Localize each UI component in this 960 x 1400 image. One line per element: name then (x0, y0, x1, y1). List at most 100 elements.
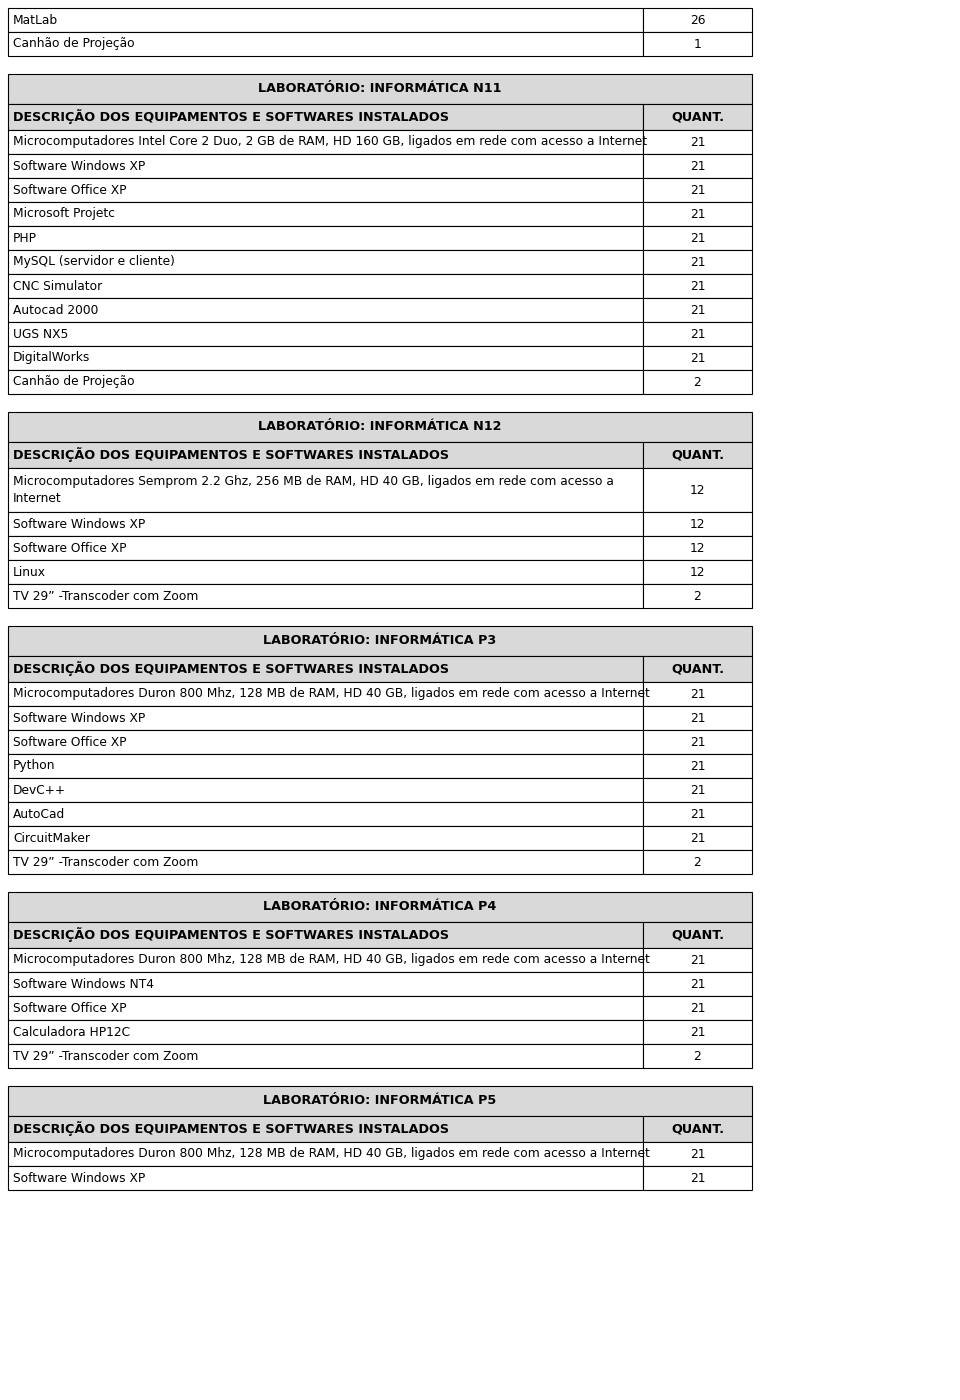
Text: 21: 21 (689, 351, 706, 364)
Text: 21: 21 (689, 759, 706, 773)
Bar (8, 972, 643, 995)
Text: Linux: Linux (13, 566, 46, 578)
Text: DigitalWorks: DigitalWorks (13, 351, 90, 364)
Text: DESCRIÇÃO DOS EQUIPAMENTOS E SOFTWARES INSTALADOS: DESCRIÇÃO DOS EQUIPAMENTOS E SOFTWARES I… (13, 1121, 449, 1137)
Bar (8, 154, 643, 178)
Text: TV 29” -Transcoder com Zoom: TV 29” -Transcoder com Zoom (13, 855, 199, 868)
Text: 21: 21 (689, 1001, 706, 1015)
Bar (643, 1044, 752, 1068)
Text: 21: 21 (689, 953, 706, 966)
Bar (8, 1086, 752, 1116)
Text: 21: 21 (689, 183, 706, 196)
Bar (8, 251, 643, 274)
Bar (643, 706, 752, 729)
Bar (643, 225, 752, 251)
Bar (643, 923, 752, 948)
Text: Software Office XP: Software Office XP (13, 183, 127, 196)
Bar (8, 560, 643, 584)
Text: 2: 2 (694, 589, 702, 602)
Text: Microcomputadores Intel Core 2 Duo, 2 GB de RAM, HD 160 GB, ligados em rede com : Microcomputadores Intel Core 2 Duo, 2 GB… (13, 136, 647, 148)
Text: 21: 21 (689, 280, 706, 293)
Bar (643, 32, 752, 56)
Text: 21: 21 (689, 832, 706, 844)
Bar (8, 826, 643, 850)
Bar (643, 584, 752, 608)
Text: 12: 12 (689, 483, 706, 497)
Bar (8, 412, 752, 442)
Bar (643, 322, 752, 346)
Bar (643, 468, 752, 512)
Bar (643, 802, 752, 826)
Text: 21: 21 (689, 255, 706, 269)
Text: QUANT.: QUANT. (671, 928, 724, 941)
Bar (643, 8, 752, 32)
Text: DESCRIÇÃO DOS EQUIPAMENTOS E SOFTWARES INSTALADOS: DESCRIÇÃO DOS EQUIPAMENTOS E SOFTWARES I… (13, 927, 449, 942)
Text: LABORATÓRIO: INFORMÁTICA P5: LABORATÓRIO: INFORMÁTICA P5 (263, 1095, 496, 1107)
Text: 2: 2 (694, 1050, 702, 1063)
Bar (643, 850, 752, 874)
Bar (643, 755, 752, 778)
Text: 26: 26 (689, 14, 706, 27)
Text: 21: 21 (689, 136, 706, 148)
Text: Software Office XP: Software Office XP (13, 735, 127, 749)
Text: Microcomputadores Duron 800 Mhz, 128 MB de RAM, HD 40 GB, ligados em rede com ac: Microcomputadores Duron 800 Mhz, 128 MB … (13, 687, 650, 700)
Text: DESCRIÇÃO DOS EQUIPAMENTOS E SOFTWARES INSTALADOS: DESCRIÇÃO DOS EQUIPAMENTOS E SOFTWARES I… (13, 662, 449, 676)
Bar (8, 802, 643, 826)
Bar (643, 778, 752, 802)
Text: Python: Python (13, 759, 56, 773)
Text: QUANT.: QUANT. (671, 448, 724, 462)
Bar (643, 1021, 752, 1044)
Bar (8, 1116, 643, 1142)
Text: 21: 21 (689, 1148, 706, 1161)
Text: Autocad 2000: Autocad 2000 (13, 304, 98, 316)
Bar (8, 370, 643, 393)
Text: Software Windows NT4: Software Windows NT4 (13, 977, 154, 991)
Text: 21: 21 (689, 1025, 706, 1039)
Text: QUANT.: QUANT. (671, 1123, 724, 1135)
Text: DevC++: DevC++ (13, 784, 66, 797)
Bar (8, 626, 752, 657)
Text: 2: 2 (694, 855, 702, 868)
Text: Canhão de Projeção: Canhão de Projeção (13, 375, 134, 388)
Text: Calculadora HP12C: Calculadora HP12C (13, 1025, 131, 1039)
Text: 21: 21 (689, 207, 706, 220)
Text: LABORATÓRIO: INFORMÁTICA P4: LABORATÓRIO: INFORMÁTICA P4 (263, 900, 496, 914)
Bar (643, 154, 752, 178)
Bar (8, 1166, 643, 1190)
Text: TV 29” -Transcoder com Zoom: TV 29” -Transcoder com Zoom (13, 1050, 199, 1063)
Bar (8, 948, 643, 972)
Text: CNC Simulator: CNC Simulator (13, 280, 103, 293)
Bar (8, 225, 643, 251)
Bar (643, 657, 752, 682)
Bar (8, 74, 752, 104)
Bar (8, 274, 643, 298)
Bar (8, 850, 643, 874)
Bar (8, 178, 643, 202)
Bar (643, 274, 752, 298)
Text: 21: 21 (689, 1172, 706, 1184)
Bar (643, 104, 752, 130)
Text: 21: 21 (689, 977, 706, 991)
Text: 21: 21 (689, 304, 706, 316)
Text: TV 29” -Transcoder com Zoom: TV 29” -Transcoder com Zoom (13, 589, 199, 602)
Text: LABORATÓRIO: INFORMÁTICA N11: LABORATÓRIO: INFORMÁTICA N11 (258, 83, 502, 95)
Bar (643, 948, 752, 972)
Text: 21: 21 (689, 735, 706, 749)
Bar (643, 298, 752, 322)
Bar (643, 1116, 752, 1142)
Bar (8, 657, 643, 682)
Bar (643, 536, 752, 560)
Bar (643, 560, 752, 584)
Bar (8, 104, 643, 130)
Text: AutoCad: AutoCad (13, 808, 65, 820)
Text: LABORATÓRIO: INFORMÁTICA P3: LABORATÓRIO: INFORMÁTICA P3 (263, 634, 496, 647)
Bar (643, 442, 752, 468)
Text: PHP: PHP (13, 231, 37, 245)
Bar (643, 826, 752, 850)
Bar (8, 584, 643, 608)
Text: Software Office XP: Software Office XP (13, 542, 127, 554)
Text: Microcomputadores Duron 800 Mhz, 128 MB de RAM, HD 40 GB, ligados em rede com ac: Microcomputadores Duron 800 Mhz, 128 MB … (13, 953, 650, 966)
Text: CircuitMaker: CircuitMaker (13, 832, 90, 844)
Bar (8, 995, 643, 1021)
Text: 1: 1 (694, 38, 702, 50)
